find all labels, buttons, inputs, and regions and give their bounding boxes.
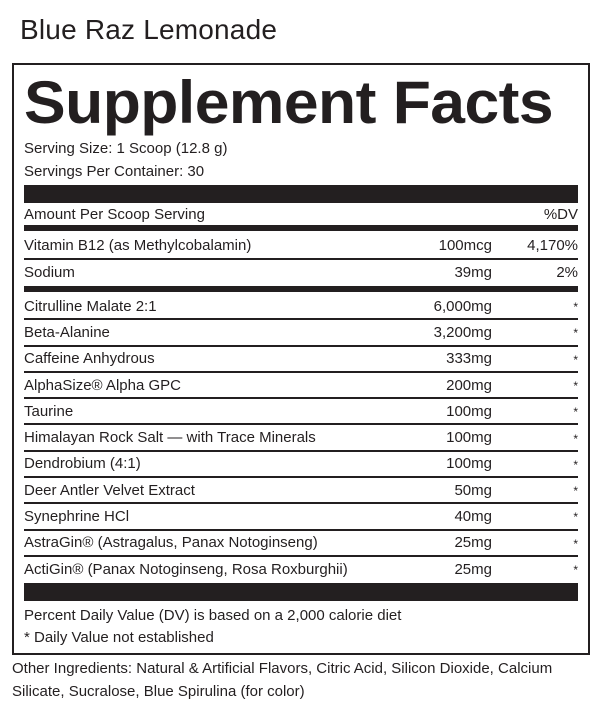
daily-value: * — [573, 326, 578, 341]
dv-label: %DV — [543, 205, 578, 223]
flavor-name: Blue Raz Lemonade — [20, 14, 278, 45]
supplement-facts-panel: Supplement Facts Serving Size: 1 Scoop (… — [12, 63, 590, 655]
amount: 100mg — [446, 429, 492, 447]
daily-value: * — [573, 563, 578, 577]
header-row: Amount Per Scoop Serving %DV — [24, 204, 578, 224]
ingredient-name: Citrulline Malate 2:1 — [24, 297, 157, 315]
ingredient-name: Deer Antler Velvet Extract — [24, 481, 195, 499]
table-row: Sodium 39mg 2% — [24, 260, 578, 285]
ingredient-name: Vitamin B12 (as Methylcobalamin) — [24, 237, 252, 254]
amount: 3,200mg — [433, 323, 492, 341]
table-row: AstraGin® (Astragalus, Panax Notoginseng… — [24, 531, 578, 557]
daily-value: * — [573, 352, 578, 367]
ingredient-name: Taurine — [24, 402, 74, 420]
table-row: Vitamin B12 (as Methylcobalamin) 100mcg 4,… — [24, 233, 578, 260]
daily-value: * — [573, 300, 578, 314]
amount: 200mg — [446, 376, 492, 394]
amount: 100mg — [446, 455, 492, 473]
daily-value: 2% — [556, 264, 578, 281]
ingredient-name: AlphaSize® Alpha GPC — [24, 376, 181, 394]
divider-bar — [24, 225, 578, 231]
table-row: AlphaSize® Alpha GPC 200mg * — [24, 373, 578, 400]
footnote-dv: Percent Daily Value (DV) is based on a 2… — [24, 607, 402, 624]
daily-value: * — [573, 484, 578, 499]
amount: 25mg — [454, 560, 492, 578]
ingredient-name: AstraGin® (Astragalus, Panax Notoginseng… — [24, 534, 318, 552]
ingredient-name: Beta-Alanine — [24, 323, 110, 341]
ingredient-name: ActiGin® (Panax Notoginseng, Rosa Roxbur… — [24, 560, 348, 578]
table-row: Beta-Alanine 3,200mg * — [24, 320, 578, 347]
table-row: Synephrine HCl 40mg * — [24, 504, 578, 531]
daily-value: * — [573, 536, 578, 551]
ingredient-name: Dendrobium (4:1) — [24, 455, 141, 473]
other-ingredients: Other Ingredients: Natural & Artificial … — [12, 660, 553, 700]
amount: 100mg — [446, 402, 492, 420]
amount: 333mg — [446, 350, 492, 368]
amount: 50mg — [454, 481, 492, 499]
amount: 100mcg — [438, 237, 492, 254]
ingredient-name: Synephrine HCl — [24, 508, 130, 526]
amount: 39mg — [454, 264, 492, 281]
table-row: Dendrobium (4:1) 100mg * — [24, 452, 578, 479]
ingredient-name: Caffeine Anhydrous — [24, 350, 155, 368]
amount-label: Amount Per Scoop Serving — [24, 205, 205, 223]
divider-bar — [24, 185, 578, 203]
divider-bar — [24, 286, 578, 292]
ingredient-name: Sodium — [24, 264, 75, 281]
table-row: Deer Antler Velvet Extract 50mg * — [24, 478, 578, 505]
footnote-star: * Daily Value not established — [24, 629, 214, 646]
table-row: ActiGin® (Panax Notoginseng, Rosa Roxbur… — [24, 557, 578, 581]
table-row: Taurine 100mg * — [24, 399, 578, 426]
serving-size: Serving Size: 1 Scoop (12.8 g) — [24, 140, 228, 157]
daily-value: * — [573, 457, 578, 472]
ingredient-name: Himalayan Rock Salt — with Trace Mineral… — [24, 429, 316, 447]
divider-bar — [24, 583, 578, 601]
amount: 6,000mg — [433, 297, 492, 315]
daily-value: * — [573, 431, 578, 446]
table-row: Caffeine Anhydrous 333mg * — [24, 347, 578, 373]
table-row: Himalayan Rock Salt — with Trace Mineral… — [24, 426, 578, 452]
daily-value: 4,170% — [527, 237, 578, 254]
amount: 25mg — [454, 534, 492, 552]
servings-per-container: Servings Per Container: 30 — [24, 163, 205, 180]
daily-value: * — [573, 378, 578, 393]
daily-value: * — [573, 405, 578, 420]
amount: 40mg — [454, 508, 492, 526]
daily-value: * — [573, 510, 578, 525]
table-row: Citrulline Malate 2:1 6,000mg * — [24, 294, 578, 321]
panel-title: Supplement Facts — [24, 69, 554, 136]
